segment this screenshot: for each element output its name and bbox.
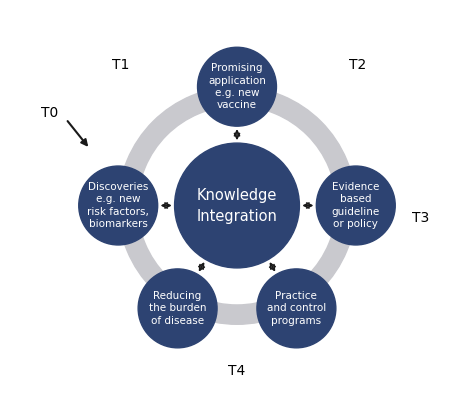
Text: Practice
and control
programs: Practice and control programs [267,291,326,326]
Text: T1: T1 [111,58,129,72]
Circle shape [316,166,395,245]
Text: T2: T2 [349,58,366,72]
Text: T3: T3 [411,210,429,224]
Circle shape [138,269,217,348]
Circle shape [174,143,300,268]
Text: T0: T0 [41,106,58,120]
Text: Promising
application
e.g. new
vaccine: Promising application e.g. new vaccine [208,63,266,110]
FancyArrowPatch shape [199,263,204,270]
Text: Knowledge
Integration: Knowledge Integration [197,187,277,224]
Circle shape [257,269,336,348]
Text: T4: T4 [228,364,246,378]
FancyArrowPatch shape [304,203,312,208]
FancyArrowPatch shape [235,131,239,139]
FancyArrowPatch shape [270,263,275,270]
FancyArrowPatch shape [162,203,170,208]
Circle shape [198,47,276,126]
Text: Reducing
the burden
of disease: Reducing the burden of disease [149,291,206,326]
Text: Evidence
based
guideline
or policy: Evidence based guideline or policy [332,182,380,229]
Text: Discoveries
e.g. new
risk factors,
biomarkers: Discoveries e.g. new risk factors, bioma… [87,182,149,229]
Circle shape [79,166,158,245]
